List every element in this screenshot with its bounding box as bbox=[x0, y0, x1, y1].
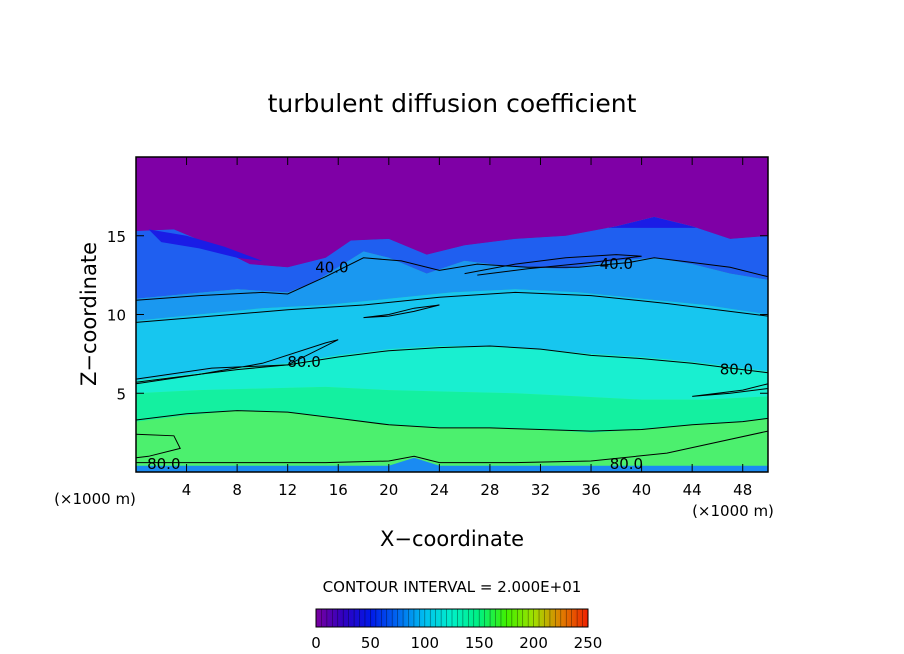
colorbar-tick-label-150: 150 bbox=[465, 634, 494, 652]
band-10 bbox=[136, 251, 768, 321]
contour-80-b bbox=[136, 430, 768, 464]
x-tick-label-40: 40 bbox=[632, 481, 651, 499]
x-unit-left: (×1000 m) bbox=[54, 490, 136, 508]
contour-label-3: 80.0 bbox=[720, 361, 753, 379]
contour-label-5: 80.0 bbox=[610, 455, 643, 473]
contour-80-right-lens bbox=[692, 383, 768, 397]
x-tick-label-32: 32 bbox=[531, 481, 550, 499]
band-2-core bbox=[136, 410, 768, 466]
colorbar-tick-label-50: 50 bbox=[361, 634, 380, 652]
x-tick-label-36: 36 bbox=[581, 481, 600, 499]
colorbar-tick-label-200: 200 bbox=[519, 634, 548, 652]
band-12 bbox=[136, 216, 768, 299]
x-axis-ticks: 4 8 12 16 20 24 28 32 36 40 44 48 bbox=[182, 157, 752, 499]
x-tick-label-12: 12 bbox=[278, 481, 297, 499]
y-axis-label: Z−coordinate bbox=[77, 242, 101, 386]
contour-label-4: 80.0 bbox=[147, 455, 180, 473]
x-tick-label-8: 8 bbox=[232, 481, 242, 499]
x-tick-label-44: 44 bbox=[683, 481, 702, 499]
band-top bbox=[136, 157, 768, 268]
y-axis-ticks: 5 10 15 bbox=[107, 228, 768, 403]
colorbar-ticks: 0 50 100 150 200 250 bbox=[311, 634, 602, 652]
colorbar-stripes bbox=[315, 609, 589, 627]
contour-lines bbox=[136, 254, 768, 464]
contour-100 bbox=[136, 410, 768, 432]
contour-label-2: 80.0 bbox=[287, 353, 320, 371]
band-8 bbox=[136, 289, 768, 381]
y-tick-label-10: 10 bbox=[107, 307, 126, 325]
band-6 bbox=[136, 346, 768, 400]
contour-interval-text: CONTOUR INTERVAL = 2.000E+01 bbox=[323, 578, 582, 596]
colorbar-tick-label-0: 0 bbox=[311, 634, 321, 652]
x-tick-label-28: 28 bbox=[480, 481, 499, 499]
contour-labels: 40.0 40.0 80.0 80.0 80.0 80.0 bbox=[147, 255, 753, 473]
y-tick-label-5: 5 bbox=[116, 385, 126, 403]
y-tick-label-15: 15 bbox=[107, 228, 126, 246]
contour-40-b bbox=[464, 254, 642, 276]
contour-field bbox=[136, 157, 768, 472]
contour-label-1: 40.0 bbox=[600, 255, 633, 273]
x-tick-label-4: 4 bbox=[182, 481, 192, 499]
x-tick-label-20: 20 bbox=[379, 481, 398, 499]
contour-60-lens bbox=[363, 304, 440, 319]
band-4 bbox=[136, 386, 768, 433]
contour-100-b bbox=[136, 433, 181, 459]
contour-80-a bbox=[136, 345, 768, 383]
chart-title: turbulent diffusion coefficient bbox=[268, 89, 637, 118]
contour-80-lens bbox=[136, 339, 339, 385]
contour-40-a bbox=[136, 257, 768, 301]
contour-60 bbox=[136, 291, 768, 323]
x-axis-label: X−coordinate bbox=[380, 527, 524, 551]
colorbar-tick-label-250: 250 bbox=[574, 634, 603, 652]
x-tick-label-48: 48 bbox=[733, 481, 752, 499]
x-tick-label-24: 24 bbox=[430, 481, 449, 499]
lobe-upper-left bbox=[148, 229, 263, 261]
bottom-strip bbox=[136, 457, 768, 472]
contour-label-0: 40.0 bbox=[315, 258, 348, 276]
colorbar-tick-label-100: 100 bbox=[410, 634, 439, 652]
x-unit-right: (×1000 m) bbox=[692, 502, 774, 520]
x-tick-label-16: 16 bbox=[329, 481, 348, 499]
